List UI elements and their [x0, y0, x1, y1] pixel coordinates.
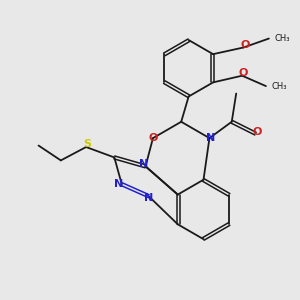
Text: O: O: [240, 40, 250, 50]
Text: O: O: [148, 133, 158, 143]
Text: O: O: [239, 68, 248, 78]
Text: N: N: [114, 179, 123, 189]
Text: N: N: [144, 193, 153, 202]
Text: N: N: [140, 159, 149, 169]
Text: CH₃: CH₃: [275, 34, 290, 43]
Text: CH₃: CH₃: [272, 82, 287, 91]
Text: O: O: [252, 127, 262, 137]
Text: S: S: [84, 139, 92, 149]
Text: N: N: [206, 133, 216, 143]
